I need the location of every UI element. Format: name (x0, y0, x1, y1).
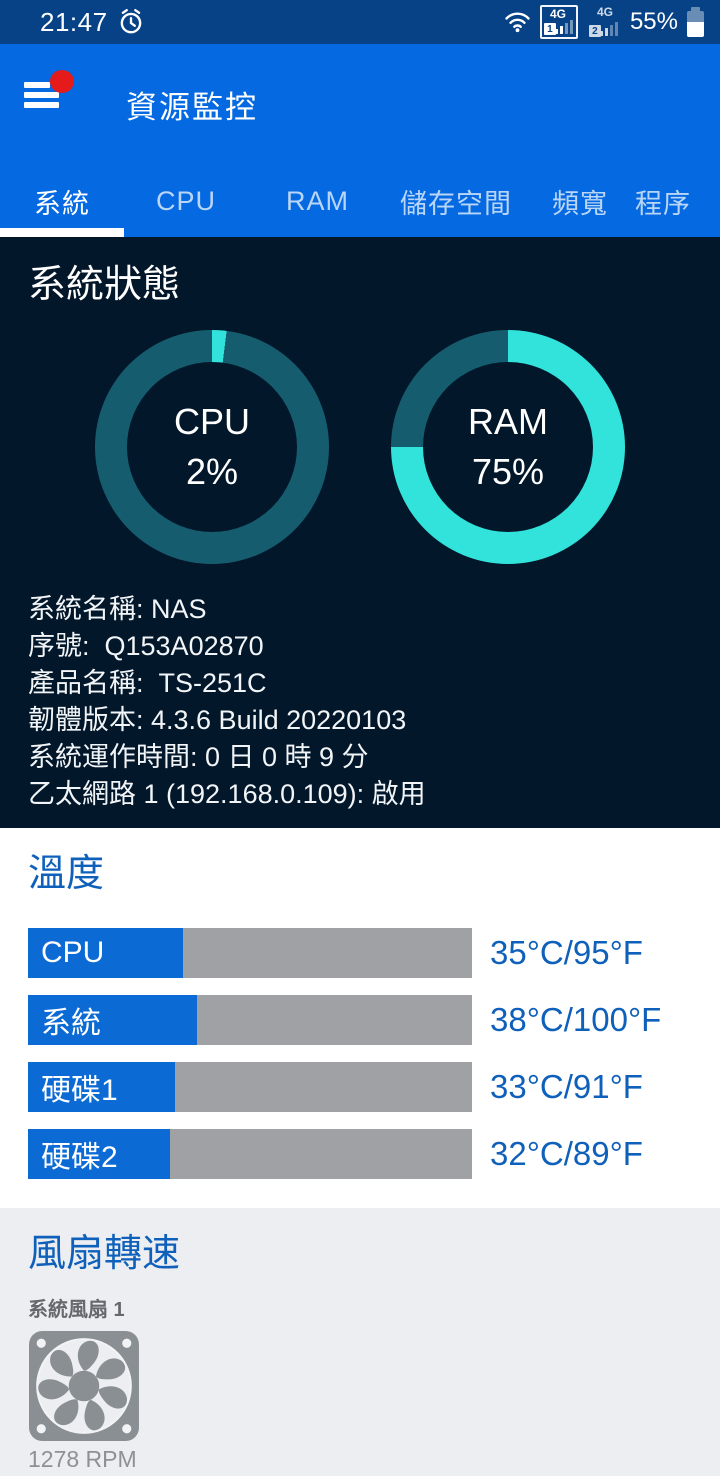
temperature-bar-fill: 硬碟1 (28, 1062, 175, 1112)
battery-fill (687, 22, 704, 37)
temperature-value: 35°C/95°F (490, 934, 643, 971)
temperature-label: CPU (41, 936, 105, 969)
status-bar-left: 21:47 (40, 7, 144, 38)
temperature-row: 硬碟2 32°C/89°F (28, 1129, 720, 1179)
sim2-signal-bars (599, 22, 618, 36)
tab[interactable]: 頻寬 (525, 165, 635, 237)
sim2-signal-icon: 4G 2 (587, 5, 621, 39)
tab[interactable]: 程序 (635, 165, 691, 237)
fan-section: 風扇轉速 系統風扇 1 1278 RPM (0, 1208, 720, 1476)
system-info-line: 系統名稱: NAS (28, 594, 207, 624)
donut-center-text: CPU 2% (95, 330, 329, 564)
wifi-icon (505, 12, 530, 33)
tab-label: 儲存空間 (400, 188, 512, 219)
temperature-value: 32°C/89°F (490, 1135, 643, 1172)
system-info-line: 序號: Q153A02870 (28, 631, 264, 661)
temperature-section: 溫度 CPU 35°C/95°F 系統 (0, 828, 720, 1208)
sim1-signal-icon: 4G 1 (539, 5, 578, 39)
temperature-rows: CPU 35°C/95°F 系統 38°C/100°F (28, 928, 720, 1179)
system-info-list: 系統名稱: NAS 序號: Q153A02870 產品名稱: TS-251C 韌… (28, 591, 692, 813)
temperature-row: 硬碟1 33°C/91°F (28, 1062, 720, 1112)
tab-label: 頻寬 (552, 188, 608, 219)
system-info-line: 系統運作時間: 0 日 0 時 9 分 (28, 742, 369, 772)
sim1-badge: 1 (543, 23, 556, 35)
temperature-heading: 溫度 (28, 853, 105, 895)
system-status-section: 系統狀態 CPU 2% RAM 75% (0, 237, 720, 828)
temperature-value: 38°C/100°F (490, 1001, 662, 1038)
donut-center-text: RAM 75% (391, 330, 625, 564)
temperature-row: 系統 38°C/100°F (28, 995, 720, 1045)
temperature-bar-fill: 系統 (28, 995, 197, 1045)
tab[interactable]: 系統 (0, 165, 124, 237)
system-info-line: 產品名稱: TS-251C (28, 668, 267, 698)
fan-name: 系統風扇 1 (28, 1299, 125, 1321)
usage-gauges: CPU 2% RAM 75% (28, 330, 692, 564)
temperature-label: 系統 (41, 1007, 101, 1040)
alarm-icon (120, 8, 141, 34)
temperature-label: 硬碟1 (41, 1074, 118, 1107)
usage-donut-chart: RAM 75% (391, 330, 625, 564)
temperature-bar: 硬碟1 (28, 1062, 472, 1112)
tab-bar: 系統 CPU RAM 儲存空間 頻寬 程序 (0, 165, 720, 237)
battery-percent: 55% (629, 8, 678, 35)
tab[interactable]: 儲存空間 (387, 165, 525, 237)
tab-label: 系統 (34, 188, 90, 219)
temperature-bar-fill: 硬碟2 (28, 1129, 171, 1179)
sim1-signal-bars (554, 20, 573, 34)
tab[interactable]: CPU (124, 165, 248, 237)
sim2-network-label: 4G (596, 5, 613, 19)
temperature-value: 33°C/91°F (490, 1068, 643, 1105)
temperature-bar: 硬碟2 (28, 1129, 472, 1179)
donut-label: RAM (468, 401, 548, 442)
system-info-line: 乙太網路 1 (192.168.0.109): 啟用 (28, 779, 426, 809)
temperature-bar: CPU (28, 928, 472, 978)
donut-value: 2% (185, 451, 239, 492)
fan-heading: 風扇轉速 (28, 1233, 181, 1275)
sim1-network-label: 4G (549, 7, 566, 21)
temperature-bar: 系統 (28, 995, 472, 1045)
hamburger-menu-button[interactable] (24, 70, 78, 132)
clock: 21:47 (40, 6, 108, 37)
app-bar: 資源監控 (0, 44, 720, 165)
donut-label: CPU (173, 401, 250, 442)
tab-label: 程序 (635, 188, 691, 219)
temperature-row: CPU 35°C/95°F (28, 928, 720, 978)
tab-label: CPU (155, 185, 216, 216)
usage-donut-chart: CPU 2% (95, 330, 329, 564)
fan-rpm-value: 1278 RPM (28, 1446, 137, 1472)
temperature-label: 硬碟2 (41, 1141, 118, 1174)
battery-icon (687, 6, 704, 37)
tab-label: RAM (286, 185, 349, 216)
status-bar: 21:47 4G 1 (0, 0, 720, 44)
system-info-line: 韌體版本: 4.3.6 Build 20220103 (28, 705, 407, 735)
system-status-heading: 系統狀態 (28, 264, 181, 306)
sim2-badge: 2 (588, 25, 601, 37)
temperature-bar-fill: CPU (28, 928, 184, 978)
status-bar-right: 4G 1 4G 2 55% (504, 5, 704, 39)
fan-icon (29, 1331, 139, 1441)
tab[interactable]: RAM (248, 165, 387, 237)
page-title: 資源監控 (126, 90, 258, 125)
notification-dot (50, 70, 74, 93)
donut-value: 75% (471, 451, 545, 492)
